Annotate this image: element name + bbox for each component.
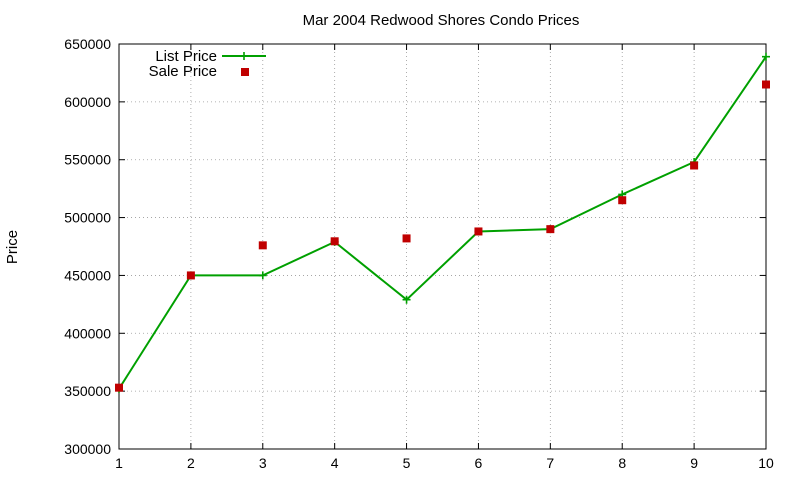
y-tick-label: 300000 (64, 441, 111, 457)
y-tick-label: 600000 (64, 94, 111, 110)
y-tick-label: 350000 (64, 383, 111, 399)
sale-price-point (690, 161, 699, 170)
plot-border (118, 43, 767, 450)
sale-price-point (186, 271, 195, 280)
x-tick-label: 9 (690, 455, 698, 471)
y-tick-label: 500000 (64, 210, 111, 226)
sale-price-point (115, 383, 123, 392)
legend-marker-list-price (240, 52, 248, 60)
sale-price-point (546, 225, 555, 234)
y-tick-label: 650000 (64, 36, 111, 52)
legend-label-sale-price: Sale Price (149, 63, 217, 80)
y-tick-label: 450000 (64, 267, 111, 283)
list-price-marker (402, 295, 411, 304)
list-price-marker (258, 271, 267, 280)
y-tick-label: 550000 (64, 152, 111, 168)
legend-label-list-price: List Price (155, 48, 217, 65)
sale-price-point (402, 234, 411, 243)
sale-price-point (330, 237, 339, 246)
x-tick-label: 8 (618, 455, 626, 471)
sale-price-point (258, 241, 267, 250)
y-axis-label: Price (4, 230, 21, 264)
list-price-marker (762, 52, 770, 61)
legend-marker-sale-price (241, 68, 249, 76)
x-tick-label: 5 (403, 455, 411, 471)
x-tick-label: 4 (331, 455, 339, 471)
sale-price-point (762, 80, 770, 89)
list-price-line (118, 56, 767, 390)
x-tick-label: 2 (187, 455, 195, 471)
x-tick-label: 7 (546, 455, 554, 471)
x-tick-label: 10 (758, 455, 774, 471)
chart-title: Mar 2004 Redwood Shores Condo Prices (303, 12, 580, 29)
sale-price-point (474, 227, 483, 236)
data-series (115, 52, 770, 393)
x-tick-label: 1 (115, 455, 123, 471)
y-tick-label: 400000 (64, 325, 111, 341)
x-tick-label: 3 (259, 455, 267, 471)
x-tick-label: 6 (475, 455, 483, 471)
sale-price-point (618, 196, 627, 205)
axis-ticks: 300000 350000 400000 450000 500000 550000 6000… (64, 36, 774, 471)
